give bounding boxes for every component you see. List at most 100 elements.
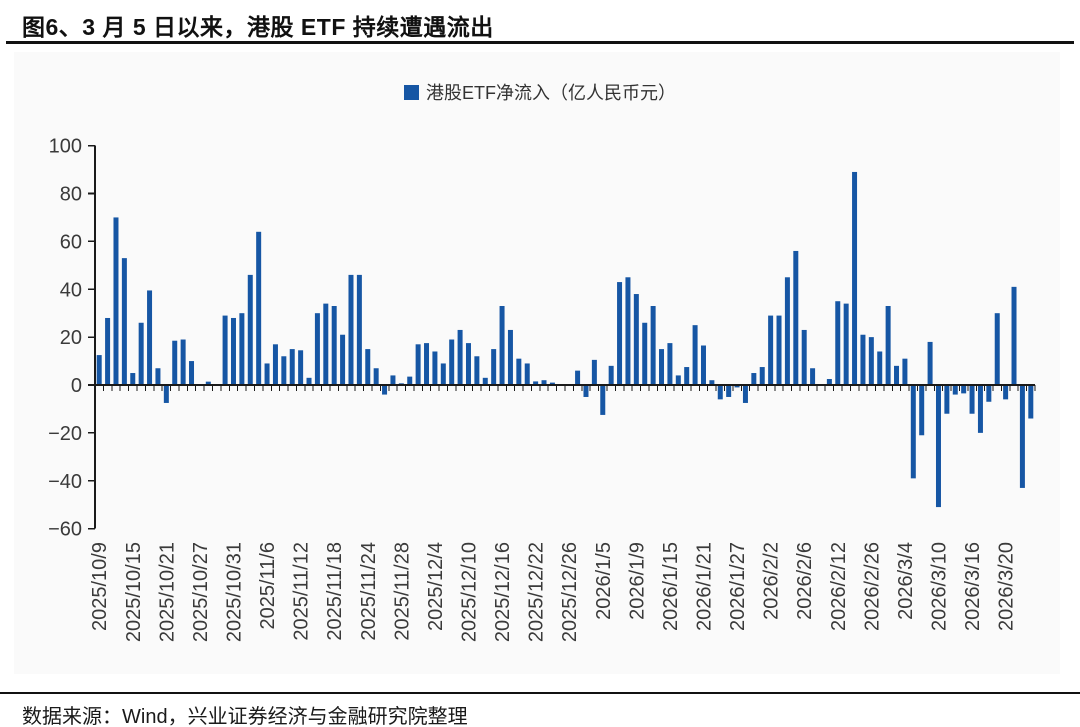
bar xyxy=(516,358,522,385)
x-tick-label: 2026/3/16 xyxy=(962,542,984,631)
bar xyxy=(524,363,530,385)
bar xyxy=(323,303,329,385)
y-tick-label: −40 xyxy=(48,471,82,493)
y-tick-label: 20 xyxy=(60,327,82,349)
bar xyxy=(205,381,211,385)
bar xyxy=(935,385,941,508)
bar xyxy=(877,351,883,385)
bar xyxy=(784,277,790,385)
bar xyxy=(801,329,807,385)
bar xyxy=(163,385,169,403)
y-tick-label: −60 xyxy=(48,519,82,541)
x-tick-label: 2025/10/9 xyxy=(89,542,111,631)
bar xyxy=(986,385,992,402)
bar xyxy=(499,306,505,385)
bar xyxy=(348,274,354,385)
x-tick-label: 2025/12/10 xyxy=(458,542,480,642)
x-tick-label: 2025/10/31 xyxy=(223,542,245,642)
y-tick-label: 0 xyxy=(71,375,82,397)
bar xyxy=(927,341,933,385)
bar xyxy=(398,383,404,385)
bar xyxy=(751,373,757,385)
bar xyxy=(885,306,891,385)
bar xyxy=(1028,385,1034,419)
bar xyxy=(608,365,614,385)
x-tick-label: 2025/11/28 xyxy=(391,542,413,641)
bar xyxy=(575,370,581,385)
bar xyxy=(717,385,723,400)
bar xyxy=(373,368,379,385)
bar xyxy=(331,306,337,385)
title-divider xyxy=(6,41,1074,44)
bar xyxy=(130,373,136,385)
bar xyxy=(642,322,648,385)
data-source: 数据来源：Wind，兴业证券经济与金融研究院整理 xyxy=(22,706,468,727)
bar xyxy=(583,385,589,397)
bar xyxy=(659,349,665,385)
bar xyxy=(1011,286,1017,385)
bar xyxy=(533,381,539,385)
bar xyxy=(189,361,195,385)
bar xyxy=(306,377,312,385)
y-tick-label: 40 xyxy=(60,279,82,301)
bar xyxy=(96,355,102,385)
bar xyxy=(961,385,967,394)
x-tick-label: 2025/11/12 xyxy=(291,542,313,641)
bar xyxy=(113,217,119,385)
bar xyxy=(910,385,916,479)
bar xyxy=(507,329,513,385)
bar xyxy=(356,274,362,385)
bar xyxy=(272,344,278,385)
bar xyxy=(969,385,975,414)
x-tick-label: 2026/2/26 xyxy=(861,542,883,631)
bar xyxy=(230,317,236,385)
bar xyxy=(684,367,690,385)
bar xyxy=(121,258,127,385)
x-tick-label: 2025/12/26 xyxy=(559,542,581,642)
bar xyxy=(432,351,438,385)
bar xyxy=(776,315,782,385)
bar xyxy=(482,377,488,385)
bar xyxy=(835,301,841,385)
bar xyxy=(700,345,706,385)
bar xyxy=(541,380,547,385)
bar xyxy=(650,306,656,385)
bar xyxy=(591,359,597,385)
bar xyxy=(633,294,639,385)
x-tick-label: 2025/12/4 xyxy=(425,542,447,631)
bar xyxy=(247,274,253,385)
bar xyxy=(155,368,161,385)
footer-divider xyxy=(0,692,1080,694)
bar xyxy=(222,315,228,385)
bar xyxy=(826,379,832,385)
figure-title: 图6、3 月 5 日以来，港股 ETF 持续遭遇流出 xyxy=(22,14,494,40)
bar xyxy=(424,343,430,385)
bar xyxy=(465,343,471,385)
bar xyxy=(793,250,799,385)
bar xyxy=(138,322,144,385)
bar xyxy=(415,344,421,385)
bar xyxy=(239,313,245,385)
y-tick-label: −20 xyxy=(48,423,82,445)
bar xyxy=(944,385,950,414)
bar xyxy=(180,339,186,385)
bar xyxy=(977,385,983,433)
bar xyxy=(314,313,320,385)
bar xyxy=(382,385,388,395)
x-tick-label: 2025/10/21 xyxy=(156,542,178,642)
x-tick-label: 2025/11/24 xyxy=(358,542,380,641)
x-tick-label: 2026/1/27 xyxy=(727,542,749,631)
bar xyxy=(667,343,673,385)
x-tick-label: 2025/10/15 xyxy=(123,542,145,642)
bar xyxy=(902,358,908,385)
bar xyxy=(440,363,446,385)
x-tick-label: 2026/3/10 xyxy=(928,542,950,631)
bar xyxy=(474,356,480,385)
bar xyxy=(734,385,740,388)
legend-swatch-icon xyxy=(404,84,419,100)
bar xyxy=(1019,385,1025,488)
bar xyxy=(340,334,346,385)
bar xyxy=(852,171,858,385)
chart-legend: 港股ETF净流入（亿人民币元） xyxy=(0,79,1080,105)
